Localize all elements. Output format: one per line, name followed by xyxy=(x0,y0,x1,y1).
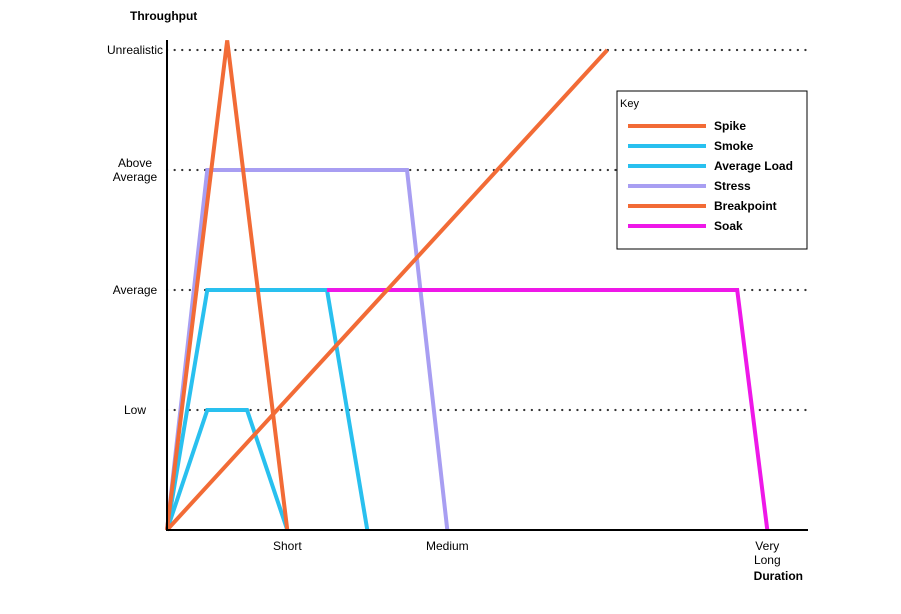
legend-label-average-load: Average Load xyxy=(714,159,793,173)
series-line-spike xyxy=(165,40,290,531)
y-axis-title: Throughput xyxy=(130,9,197,23)
series-line-breakpoint xyxy=(165,48,609,532)
axes xyxy=(166,40,808,531)
y-tick-label-above-average-1: Above xyxy=(118,156,152,170)
y-tick-label-low: Low xyxy=(124,403,146,417)
x-tick-label-short: Short xyxy=(273,539,302,553)
series-line-average-load xyxy=(165,288,370,531)
x-tick-label-medium: Medium xyxy=(426,539,469,553)
series-line-smoke xyxy=(165,408,290,531)
legend-entries: Spike Smoke Average Load Stress Breakpoint So… xyxy=(628,119,793,233)
x-axis-title: Duration xyxy=(754,569,803,583)
y-tick-label-above-average-2: Average xyxy=(113,170,158,184)
legend-label-smoke: Smoke xyxy=(714,139,754,153)
legend-label-spike: Spike xyxy=(714,119,746,133)
x-tick-label-very-long-2: Long xyxy=(754,553,781,567)
legend-label-stress: Stress xyxy=(714,179,751,193)
legend-title: Key xyxy=(620,98,639,110)
series-line-stress xyxy=(165,168,450,531)
y-tick-label-average: Average xyxy=(113,283,158,297)
legend-label-soak: Soak xyxy=(714,219,743,233)
legend: Key Spike Smoke Average Load Stress Breakpoi… xyxy=(616,90,808,250)
series-line-soak xyxy=(327,288,770,531)
legend-box xyxy=(616,90,808,250)
series-lines xyxy=(165,40,770,532)
legend-label-breakpoint: Breakpoint xyxy=(714,199,777,213)
x-tick-label-very-long-1: Very xyxy=(755,539,779,553)
y-tick-label-unrealistic: Unrealistic xyxy=(107,43,163,57)
